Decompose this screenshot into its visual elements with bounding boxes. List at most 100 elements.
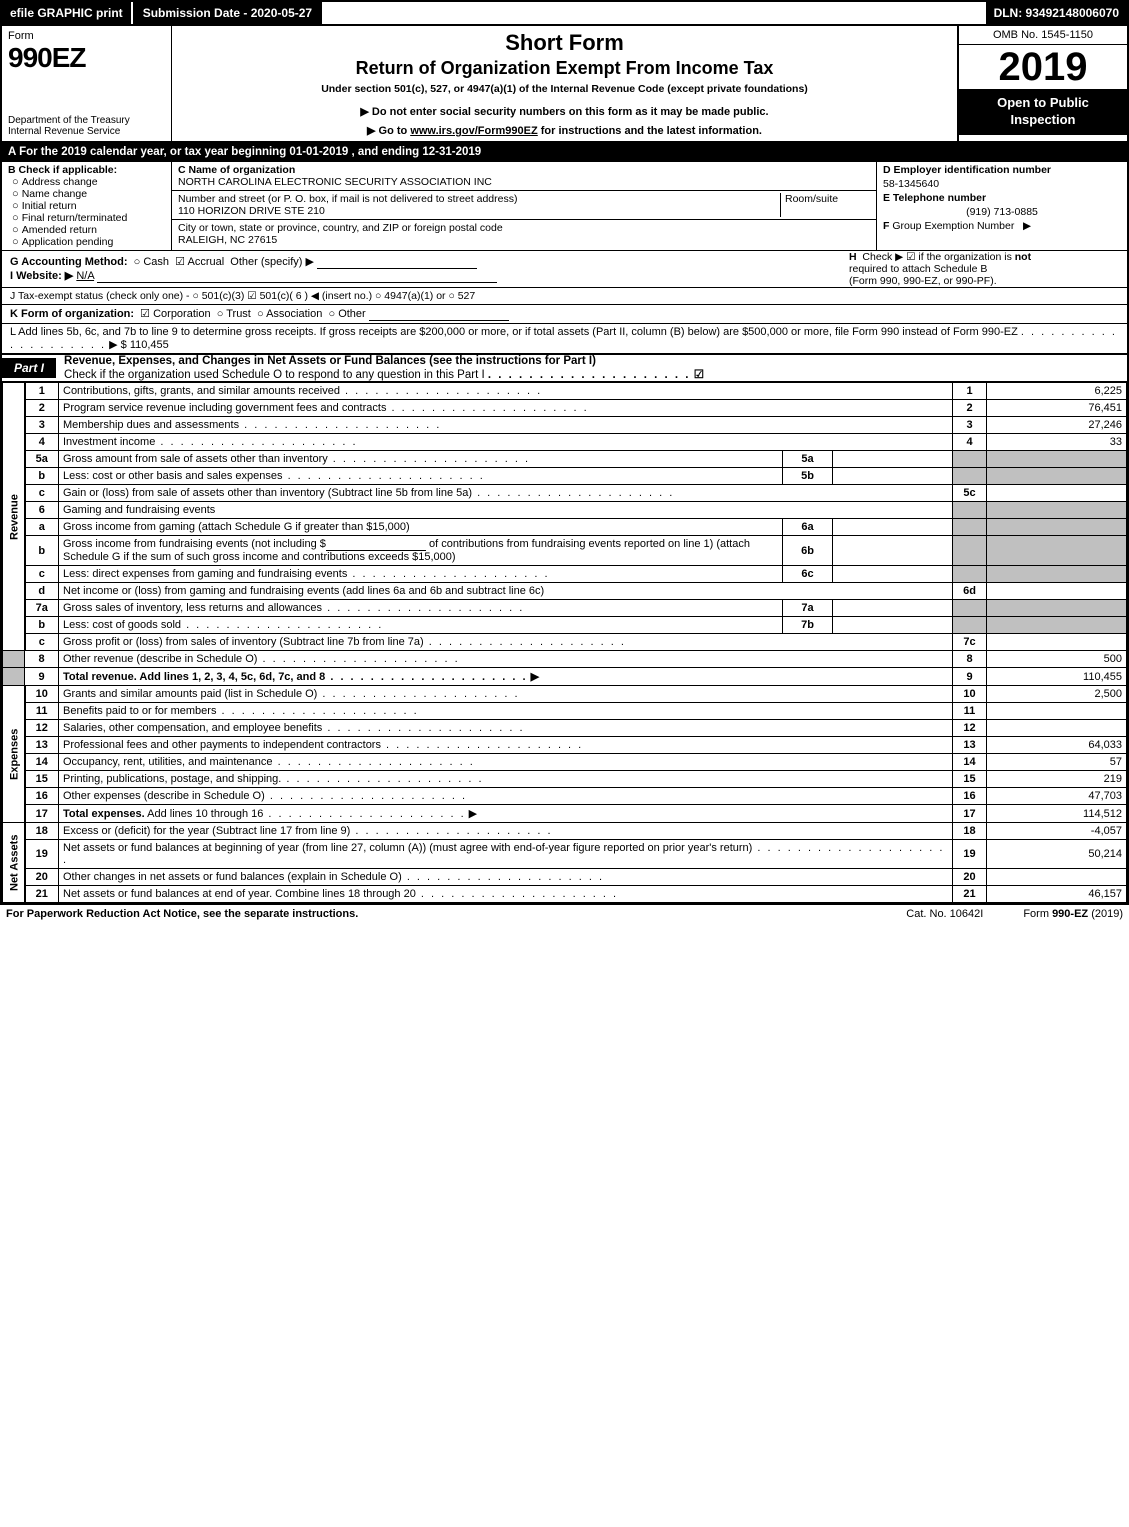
website-input[interactable] <box>97 270 497 283</box>
part-title-text: Revenue, Expenses, and Changes in Net As… <box>64 355 596 367</box>
b-heading: B Check if applicable: <box>8 164 165 176</box>
line-8: 8 Other revenue (describe in Schedule O)… <box>3 651 1127 668</box>
val-5a[interactable] <box>833 451 953 468</box>
room-suite: Room/suite <box>780 193 870 217</box>
line-15: 15 Printing, publications, postage, and … <box>3 771 1127 788</box>
line-18: Net Assets 18 Excess or (deficit) for th… <box>3 823 1127 840</box>
g-cash[interactable]: Cash <box>134 256 169 268</box>
header-center: Short Form Return of Organization Exempt… <box>172 26 957 141</box>
k-corp[interactable]: Corporation <box>140 308 210 320</box>
val-8: 500 <box>987 651 1127 668</box>
section-c: C Name of organization NORTH CAROLINA EL… <box>172 162 877 250</box>
section-h: H Check ▶ ☑ if the organization is not r… <box>849 251 1119 287</box>
goto-suffix: for instructions and the latest informat… <box>541 125 762 137</box>
line-5b: b Less: cost or other basis and sales ex… <box>3 468 1127 485</box>
footer-right: Form 990-EZ (2019) <box>1023 908 1123 920</box>
chk-name-change[interactable]: Name change <box>12 188 165 200</box>
val-7b[interactable] <box>833 617 953 634</box>
chk-amended[interactable]: Amended return <box>12 224 165 236</box>
k-trust[interactable]: Trust <box>217 308 251 320</box>
c-name-row: C Name of organization NORTH CAROLINA EL… <box>172 162 876 191</box>
val-15: 219 <box>987 771 1127 788</box>
val-20 <box>987 869 1127 886</box>
header-right: OMB No. 1545-1150 2019 Open to Public In… <box>957 26 1127 141</box>
val-21: 46,157 <box>987 886 1127 903</box>
h-line1: H Check ▶ ☑ if the organization is not <box>849 251 1119 263</box>
revenue-table: Revenue 1 Contributions, gifts, grants, … <box>2 382 1127 903</box>
line-10: Expenses 10 Grants and similar amounts p… <box>3 686 1127 703</box>
k-other[interactable]: Other <box>328 308 365 320</box>
line-6c: c Less: direct expenses from gaming and … <box>3 566 1127 583</box>
expenses-sidelabel: Expenses <box>3 686 25 823</box>
phone-value: (919) 713-0885 <box>883 206 1121 218</box>
dept-irs: Internal Revenue Service <box>8 126 165 137</box>
val-3: 27,246 <box>987 417 1127 434</box>
chk-final-return[interactable]: Final return/terminated <box>12 212 165 224</box>
line-14: 14 Occupancy, rent, utilities, and maint… <box>3 754 1127 771</box>
val-6d <box>987 583 1127 600</box>
return-title: Return of Organization Exempt From Incom… <box>180 58 949 79</box>
submission-date: Submission Date - 2020-05-27 <box>131 2 322 24</box>
val-11 <box>987 703 1127 720</box>
g-accrual[interactable]: Accrual <box>175 256 224 268</box>
irs-link[interactable]: www.irs.gov/Form990EZ <box>410 125 537 137</box>
c-label: C Name of organization <box>178 164 295 176</box>
g-other[interactable]: Other (specify) ▶ <box>230 256 314 268</box>
part-i-title: Revenue, Expenses, and Changes in Net As… <box>56 355 1127 381</box>
open-public-badge: Open to Public Inspection <box>959 89 1127 135</box>
line-7b: b Less: cost of goods sold 7b <box>3 617 1127 634</box>
short-form-title: Short Form <box>180 30 949 56</box>
val-6a[interactable] <box>833 519 953 536</box>
val-1: 6,225 <box>987 383 1127 400</box>
val-10: 2,500 <box>987 686 1127 703</box>
efile-badge[interactable]: efile GRAPHIC print <box>2 2 131 24</box>
section-g: G Accounting Method: Cash Accrual Other … <box>2 251 1127 288</box>
line-4: 4 Investment income 4 33 <box>3 434 1127 451</box>
val-5b[interactable] <box>833 468 953 485</box>
chk-pending[interactable]: Application pending <box>12 236 165 248</box>
line-11: 11 Benefits paid to or for members 11 <box>3 703 1127 720</box>
val-12 <box>987 720 1127 737</box>
line-12: 12 Salaries, other compensation, and emp… <box>3 720 1127 737</box>
ein-value: 58-1345640 <box>883 178 1121 190</box>
line-6a: a Gross income from gaming (attach Sched… <box>3 519 1127 536</box>
part-i-header: Part I Revenue, Expenses, and Changes in… <box>2 355 1127 382</box>
g-label: G Accounting Method: <box>10 256 128 268</box>
line-19: 19 Net assets or fund balances at beginn… <box>3 840 1127 869</box>
part-check-text: Check if the organization used Schedule … <box>64 369 485 381</box>
line-13: 13 Professional fees and other payments … <box>3 737 1127 754</box>
h-line3: (Form 990, 990-EZ, or 990-PF). <box>849 275 1119 287</box>
val-4: 33 <box>987 434 1127 451</box>
i-label: I Website: ▶ <box>10 270 73 282</box>
line-20: 20 Other changes in net assets or fund b… <box>3 869 1127 886</box>
val-7a[interactable] <box>833 600 953 617</box>
part-i-label: Part I <box>2 358 56 378</box>
k-other-input[interactable] <box>369 308 509 321</box>
tax-year: 2019 <box>959 45 1127 89</box>
section-j: J Tax-exempt status (check only one) - ○… <box>2 288 1127 305</box>
6b-amount-input[interactable] <box>326 538 426 551</box>
form-word: Form <box>8 30 165 42</box>
c-street-row: Number and street (or P. O. box, if mail… <box>172 191 876 220</box>
line-17: 17 Total expenses. Add lines 10 through … <box>3 805 1127 823</box>
val-6c[interactable] <box>833 566 953 583</box>
form-number: 990EZ <box>8 42 165 74</box>
f-label: F Group Exemption Number ▶ <box>883 220 1121 232</box>
header-left: Form 990EZ Department of the Treasury In… <box>2 26 172 141</box>
website-value: N/A <box>76 270 94 282</box>
val-6b[interactable] <box>833 536 953 566</box>
e-label: E Telephone number <box>883 192 986 204</box>
line-6: 6 Gaming and fundraising events <box>3 502 1127 519</box>
g-other-input[interactable] <box>317 256 477 269</box>
val-7c <box>987 634 1127 651</box>
chk-address-change[interactable]: Address change <box>12 176 165 188</box>
ssn-warning: Do not enter social security numbers on … <box>180 105 949 118</box>
k-assoc[interactable]: Association <box>257 308 322 320</box>
street-value: 110 HORIZON DRIVE STE 210 <box>178 205 325 217</box>
chk-initial-return[interactable]: Initial return <box>12 200 165 212</box>
part-checkbox[interactable]: ☑ <box>694 369 704 381</box>
l-amount: ▶ $ 110,455 <box>109 339 169 351</box>
section-k: K Form of organization: Corporation Trus… <box>2 305 1127 324</box>
line-21: 21 Net assets or fund balances at end of… <box>3 886 1127 903</box>
line-16: 16 Other expenses (describe in Schedule … <box>3 788 1127 805</box>
